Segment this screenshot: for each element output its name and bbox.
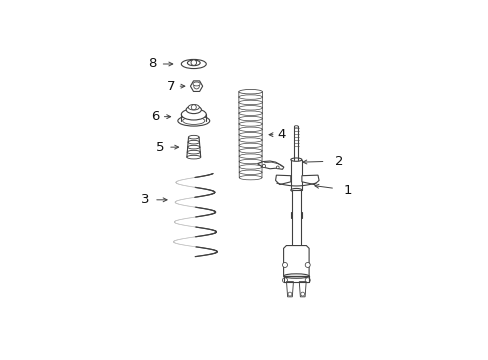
Bar: [291, 190, 300, 246]
Ellipse shape: [183, 117, 204, 125]
Polygon shape: [283, 246, 308, 276]
Circle shape: [193, 84, 199, 89]
Polygon shape: [286, 282, 293, 297]
Ellipse shape: [239, 149, 262, 153]
Polygon shape: [257, 161, 284, 169]
Ellipse shape: [239, 116, 262, 121]
Ellipse shape: [239, 100, 262, 105]
Circle shape: [262, 164, 265, 168]
Circle shape: [282, 262, 287, 267]
Ellipse shape: [294, 126, 298, 127]
Ellipse shape: [239, 127, 262, 131]
Polygon shape: [275, 175, 290, 185]
Text: 7: 7: [167, 80, 176, 93]
Circle shape: [276, 166, 279, 169]
Ellipse shape: [290, 188, 301, 192]
Ellipse shape: [187, 150, 200, 154]
Ellipse shape: [193, 82, 200, 86]
Ellipse shape: [239, 132, 262, 137]
Ellipse shape: [188, 135, 199, 139]
Circle shape: [305, 278, 309, 283]
Ellipse shape: [238, 95, 262, 99]
Ellipse shape: [239, 138, 262, 142]
Polygon shape: [299, 282, 305, 297]
Text: 3: 3: [141, 193, 149, 206]
Ellipse shape: [239, 122, 262, 126]
Ellipse shape: [181, 109, 206, 120]
Ellipse shape: [238, 90, 262, 94]
Ellipse shape: [239, 165, 262, 169]
Circle shape: [191, 105, 196, 110]
Ellipse shape: [186, 106, 201, 114]
Ellipse shape: [188, 104, 199, 110]
Ellipse shape: [181, 59, 206, 68]
Ellipse shape: [178, 116, 209, 126]
Ellipse shape: [283, 274, 308, 278]
Text: 1: 1: [343, 184, 351, 197]
Ellipse shape: [290, 158, 301, 161]
Circle shape: [305, 262, 309, 267]
Text: 2: 2: [334, 154, 343, 167]
Ellipse shape: [239, 111, 262, 116]
Polygon shape: [301, 175, 319, 185]
Ellipse shape: [239, 175, 262, 180]
Ellipse shape: [239, 170, 262, 175]
Ellipse shape: [239, 105, 262, 110]
Text: 4: 4: [276, 128, 285, 141]
Text: 6: 6: [150, 110, 159, 123]
Circle shape: [191, 60, 196, 66]
Ellipse shape: [239, 159, 262, 164]
Text: 8: 8: [148, 58, 156, 71]
Ellipse shape: [239, 143, 262, 148]
Circle shape: [282, 278, 287, 283]
Circle shape: [287, 292, 291, 296]
Ellipse shape: [239, 154, 262, 158]
Ellipse shape: [187, 60, 200, 66]
Ellipse shape: [188, 140, 199, 144]
Text: 5: 5: [156, 141, 164, 154]
Ellipse shape: [186, 155, 200, 159]
Ellipse shape: [187, 145, 200, 149]
Bar: [290, 159, 301, 190]
Circle shape: [300, 292, 304, 296]
